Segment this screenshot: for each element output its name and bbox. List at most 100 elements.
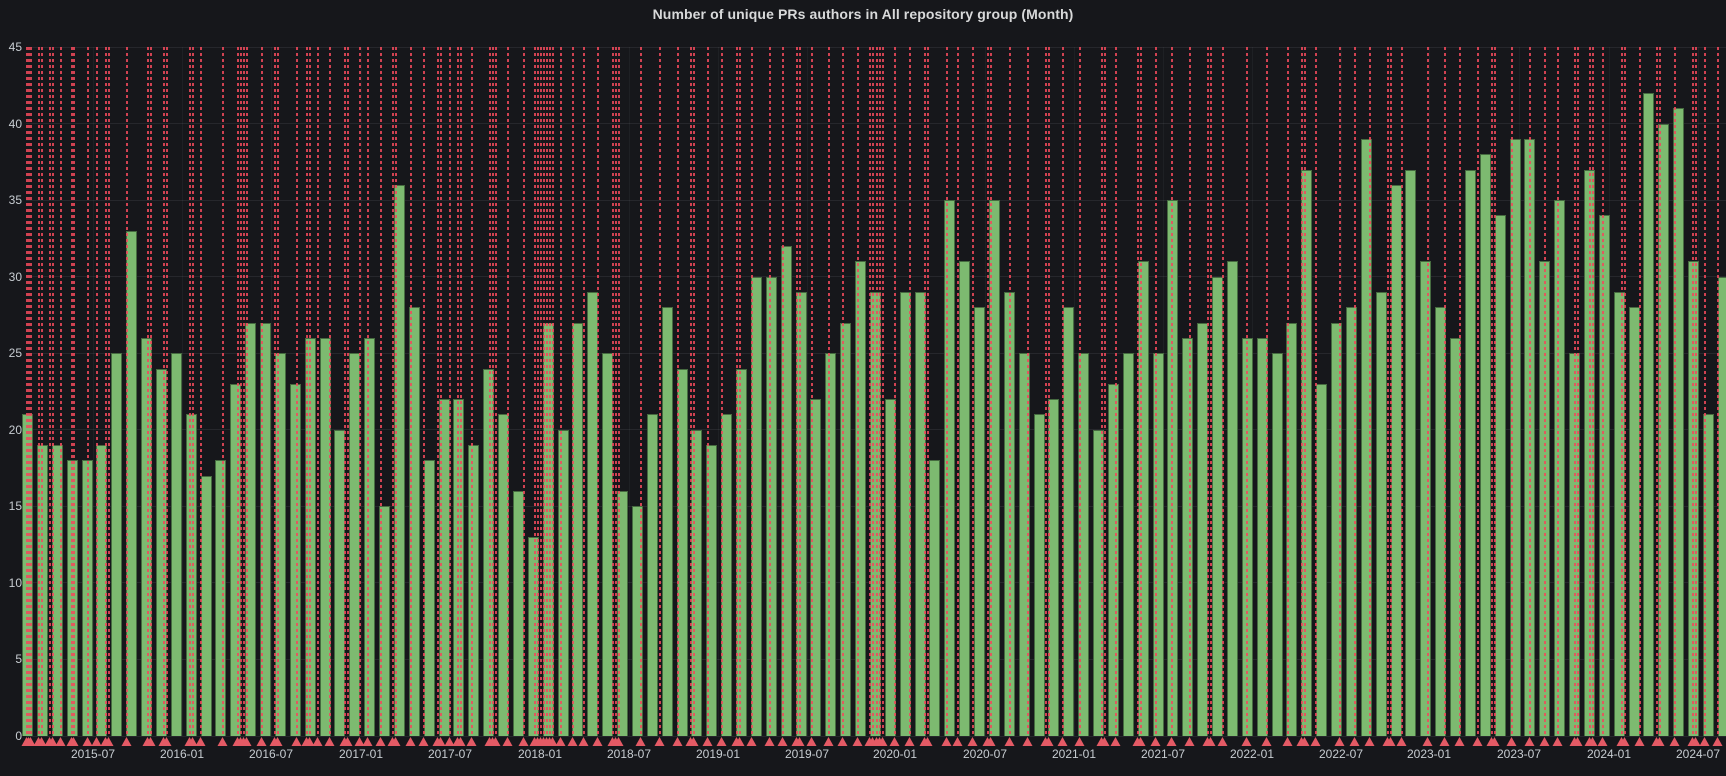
annotation-marker-icon-96[interactable] — [941, 737, 952, 746]
annotation-marker-icon-45[interactable] — [435, 737, 446, 746]
bar-2022-11[interactable] — [1405, 169, 1417, 736]
annotation-line-137[interactable] — [1529, 47, 1531, 736]
annotation-line-42[interactable] — [410, 47, 412, 736]
annotation-line-25[interactable] — [243, 47, 245, 736]
annotation-line-144[interactable] — [1602, 47, 1604, 736]
annotation-line-40[interactable] — [392, 47, 394, 736]
annotation-marker-icon-122[interactable] — [1299, 737, 1310, 746]
annotation-line-117[interactable] — [1222, 47, 1224, 736]
annotation-line-129[interactable] — [1401, 47, 1403, 736]
bar-2015-11[interactable] — [155, 368, 167, 736]
annotation-line-53[interactable] — [507, 47, 509, 736]
annotation-line-64[interactable] — [583, 47, 585, 736]
annotation-line-8[interactable] — [71, 47, 73, 736]
annotation-marker-icon-53[interactable] — [502, 737, 513, 746]
annotation-line-12[interactable] — [105, 47, 107, 736]
annotation-line-7[interactable] — [60, 47, 62, 736]
annotation-line-30[interactable] — [296, 47, 298, 736]
annotation-marker-icon-64[interactable] — [578, 737, 589, 746]
annotation-marker-icon-63[interactable] — [567, 737, 578, 746]
annotation-marker-icon-123[interactable] — [1310, 737, 1321, 746]
annotation-line-70[interactable] — [659, 47, 661, 736]
annotation-line-2[interactable] — [30, 47, 32, 736]
annotation-marker-icon-120[interactable] — [1282, 737, 1293, 746]
annotation-line-80[interactable] — [782, 47, 784, 736]
bar-2020-03[interactable] — [929, 460, 941, 736]
annotation-marker-icon-77[interactable] — [734, 737, 745, 746]
annotation-line-91[interactable] — [882, 47, 884, 736]
bar-2016-02[interactable] — [200, 475, 212, 736]
annotation-line-50[interactable] — [489, 47, 491, 736]
annotation-marker-icon-141[interactable] — [1572, 737, 1583, 746]
annotation-marker-icon-100[interactable] — [985, 737, 996, 746]
annotation-line-145[interactable] — [1621, 47, 1623, 736]
annotation-line-21[interactable] — [200, 47, 202, 736]
annotation-marker-icon-10[interactable] — [82, 737, 93, 746]
annotation-marker-icon-124[interactable] — [1334, 737, 1345, 746]
bar-2016-01[interactable] — [185, 414, 197, 736]
annotation-marker-icon-39[interactable] — [375, 737, 386, 746]
annotation-line-108[interactable] — [1104, 47, 1106, 736]
annotation-line-20[interactable] — [192, 47, 194, 736]
annotation-marker-icon-135[interactable] — [1489, 737, 1500, 746]
annotation-marker-icon-48[interactable] — [455, 737, 466, 746]
annotation-line-89[interactable] — [876, 47, 878, 736]
annotation-marker-icon-13[interactable] — [103, 737, 114, 746]
bar-2023-12[interactable] — [1598, 215, 1610, 736]
annotation-line-4[interactable] — [41, 47, 43, 736]
annotation-marker-icon-2[interactable] — [25, 737, 36, 746]
bar-2017-07[interactable] — [453, 399, 465, 736]
annotation-line-46[interactable] — [449, 47, 451, 736]
bar-2018-07[interactable] — [631, 506, 643, 736]
bar-2019-05[interactable] — [780, 246, 792, 736]
annotation-line-152[interactable] — [1695, 47, 1697, 736]
annotation-marker-icon-116[interactable] — [1205, 737, 1216, 746]
bar-2020-07[interactable] — [988, 200, 1000, 736]
annotation-marker-icon-149[interactable] — [1654, 737, 1665, 746]
annotation-line-98[interactable] — [972, 47, 974, 736]
annotation-marker-icon-93[interactable] — [904, 737, 915, 746]
annotation-line-83[interactable] — [811, 47, 813, 736]
annotation-marker-icon-91[interactable] — [877, 737, 888, 746]
annotation-marker-icon-54[interactable] — [518, 737, 529, 746]
bar-2023-04[interactable] — [1479, 154, 1491, 736]
annotation-marker-icon-143[interactable] — [1587, 737, 1598, 746]
bar-2021-06[interactable] — [1152, 353, 1164, 736]
annotation-line-107[interactable] — [1101, 47, 1103, 736]
annotation-line-17[interactable] — [163, 47, 165, 736]
bar-2015-06[interactable] — [81, 460, 93, 736]
bar-2021-02[interactable] — [1093, 429, 1104, 736]
annotation-line-127[interactable] — [1387, 47, 1389, 736]
annotation-line-11[interactable] — [96, 47, 98, 736]
bar-2019-10[interactable] — [855, 261, 866, 736]
bar-2024-04[interactable] — [1658, 123, 1670, 736]
annotation-line-15[interactable] — [147, 47, 149, 736]
bar-2017-01[interactable] — [364, 337, 376, 736]
annotation-marker-icon-119[interactable] — [1261, 737, 1272, 746]
annotation-line-82[interactable] — [799, 47, 801, 736]
annotation-line-76[interactable] — [736, 47, 738, 736]
annotation-marker-icon-62[interactable] — [555, 737, 566, 746]
annotation-marker-icon-108[interactable] — [1099, 737, 1110, 746]
bar-2020-09[interactable] — [1018, 353, 1030, 736]
annotation-marker-icon-85[interactable] — [837, 737, 848, 746]
annotation-marker-icon-105[interactable] — [1057, 737, 1068, 746]
bar-2019-08[interactable] — [825, 353, 837, 736]
annotation-line-92[interactable] — [894, 47, 896, 736]
bar-2016-08[interactable] — [289, 383, 301, 736]
bar-2022-09[interactable] — [1375, 291, 1387, 736]
annotation-line-55[interactable] — [534, 47, 536, 736]
annotation-line-122[interactable] — [1304, 47, 1306, 736]
annotation-line-1[interactable] — [28, 47, 30, 736]
annotation-marker-icon-109[interactable] — [1110, 737, 1121, 746]
annotation-line-136[interactable] — [1511, 47, 1513, 736]
bar-2017-02[interactable] — [379, 506, 390, 736]
annotation-line-115[interactable] — [1207, 47, 1209, 736]
annotation-marker-icon-83[interactable] — [806, 737, 817, 746]
annotation-line-90[interactable] — [879, 47, 881, 736]
annotation-marker-icon-152[interactable] — [1690, 737, 1701, 746]
bar-2015-08[interactable] — [111, 353, 123, 736]
annotation-marker-icon-86[interactable] — [852, 737, 863, 746]
annotation-line-52[interactable] — [495, 47, 497, 736]
bar-2020-05[interactable] — [959, 261, 971, 736]
